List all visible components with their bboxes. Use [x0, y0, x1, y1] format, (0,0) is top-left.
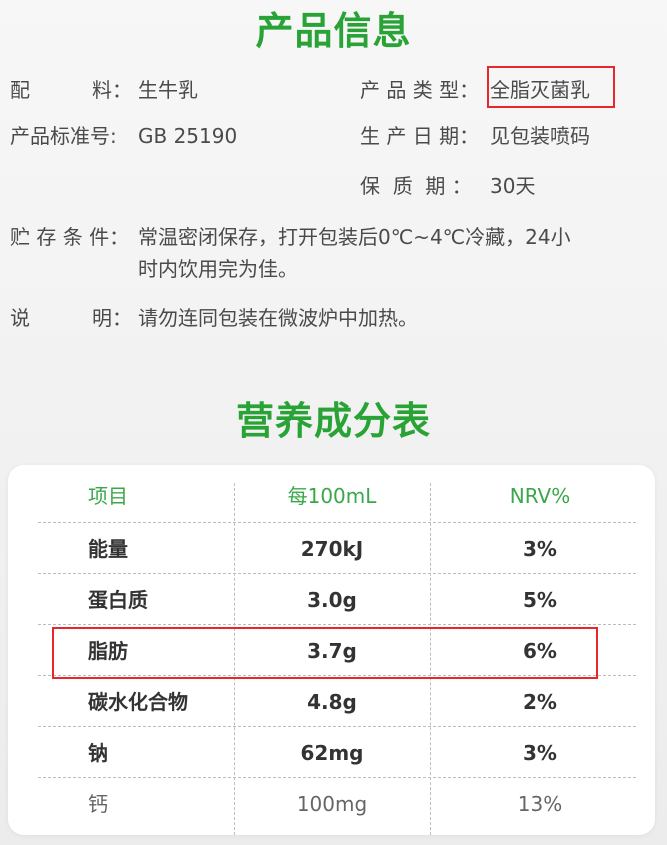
shelf-life-label: 保 质 期 ： — [360, 174, 472, 198]
standard-value: GB 25190 — [138, 124, 238, 148]
nutrition-table: 项目 每100mL NRV% 能量 270kJ 3% 蛋白质 3.0g 5% 脂… — [8, 465, 655, 835]
product-info-title: 产品信息 — [255, 9, 412, 53]
header-per100: 每100mL — [287, 484, 377, 508]
production-date-value: 见包装喷码 — [490, 124, 590, 148]
row-item: 钙 — [88, 792, 108, 816]
shelf-life-value: 30天 — [490, 174, 536, 198]
row-item: 能量 — [88, 537, 128, 561]
row-nrv: 3% — [523, 537, 557, 561]
production-date-label: 生 产 日 期： — [360, 124, 480, 148]
row-item: 钠 — [88, 741, 108, 765]
header-item: 项目 — [88, 484, 128, 508]
row-divider — [38, 675, 636, 676]
row-item: 脂肪 — [88, 639, 128, 663]
storage-label: 贮 存 条 件： — [10, 225, 130, 249]
row-per100: 3.0g — [307, 588, 357, 612]
ingredients-label-a: 配 — [10, 78, 30, 102]
column-divider — [234, 483, 235, 835]
fat-row-highlight-box — [52, 627, 598, 679]
row-divider — [38, 726, 636, 727]
note-label-a: 说 — [10, 306, 30, 330]
ingredients-value: 生牛乳 — [138, 78, 198, 102]
nutrition-title: 营养成分表 — [235, 399, 431, 443]
column-divider — [430, 483, 431, 835]
row-nrv: 13% — [517, 792, 563, 816]
row-per100: 3.7g — [307, 639, 357, 663]
standard-label: 产品标准号: — [10, 124, 117, 148]
storage-value-line2: 时内饮用完为佳。 — [138, 257, 298, 281]
row-item: 蛋白质 — [88, 588, 148, 612]
row-divider — [38, 522, 636, 523]
row-item: 碳水化合物 — [88, 690, 188, 714]
ingredients-label-b: 料： — [92, 78, 132, 102]
note-value: 请勿连同包装在微波炉中加热。 — [138, 306, 418, 330]
row-per100: 62mg — [300, 741, 364, 765]
product-type-label: 产 品 类 型： — [360, 78, 480, 102]
storage-value-line1: 常温密闭保存，打开包装后0℃~4℃冷藏，24小 — [138, 225, 571, 249]
row-nrv: 3% — [523, 741, 557, 765]
product-type-highlight-box — [487, 66, 615, 108]
row-nrv: 2% — [523, 690, 557, 714]
row-nrv: 6% — [523, 639, 557, 663]
row-divider — [38, 777, 636, 778]
row-divider — [38, 624, 636, 625]
row-per100: 270kJ — [300, 537, 364, 561]
row-nrv: 5% — [523, 588, 557, 612]
header-nrv: NRV% — [509, 484, 571, 508]
row-per100: 100mg — [296, 792, 368, 816]
product-type-value: 全脂灭菌乳 — [490, 78, 590, 102]
note-label-b: 明： — [92, 306, 132, 330]
row-divider — [38, 573, 636, 574]
row-per100: 4.8g — [307, 690, 357, 714]
